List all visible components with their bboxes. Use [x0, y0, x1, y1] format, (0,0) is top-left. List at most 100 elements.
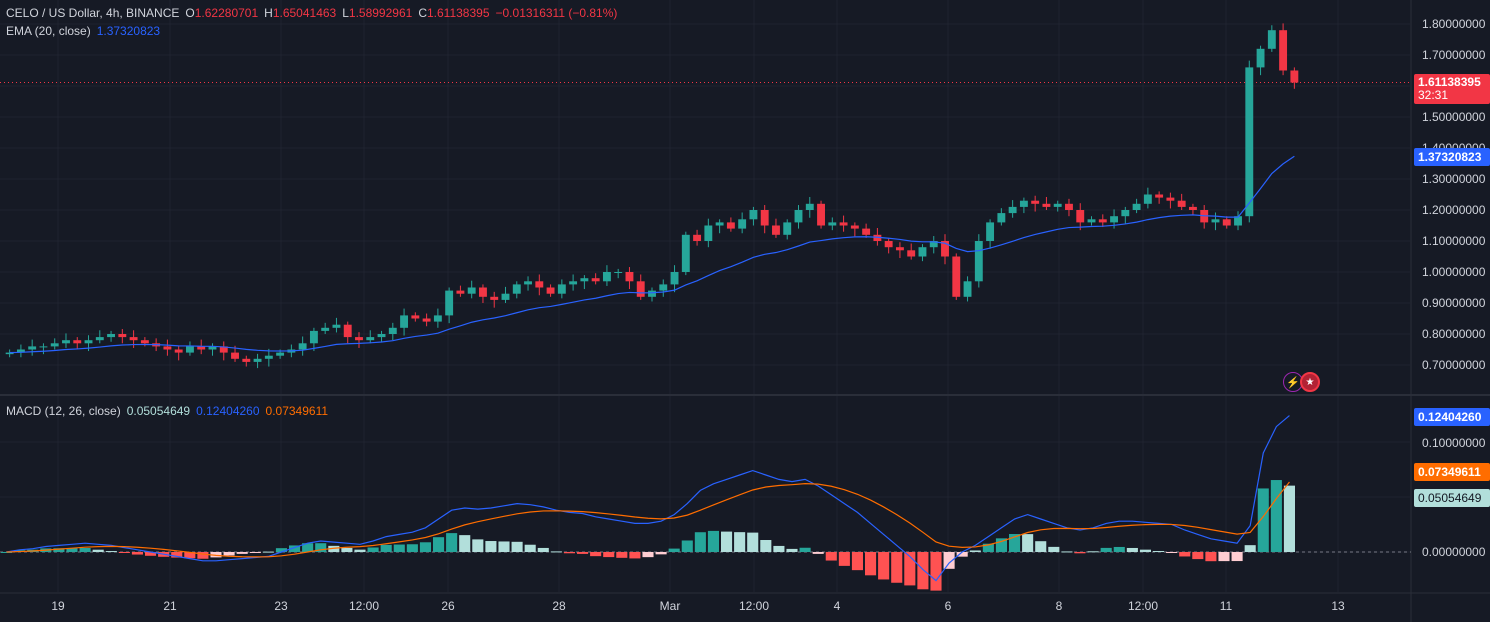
candle-body — [580, 278, 589, 282]
macd-histogram-bar — [590, 552, 602, 557]
candle-body — [929, 241, 938, 248]
candle-body — [208, 346, 217, 350]
macd-histogram-bar — [930, 552, 942, 591]
candle-body — [16, 349, 25, 353]
candle-body — [1019, 200, 1028, 207]
price-tick: 1.30000000 — [1422, 172, 1486, 186]
time-tick: 12:00 — [738, 599, 770, 613]
price-legend: CELO / US Dollar, 4h, BINANCE O1.6228070… — [6, 6, 617, 20]
candle-body — [636, 281, 645, 297]
candle-body — [873, 234, 882, 241]
candle-body — [850, 225, 859, 229]
candle-body — [355, 337, 363, 341]
price-tick: 0.80000000 — [1422, 327, 1486, 341]
candle-body — [749, 210, 758, 220]
macd-histogram-bar — [511, 541, 523, 552]
candle-body — [1245, 67, 1254, 217]
macd-histogram-bar — [1205, 552, 1217, 562]
macd-histogram-bar — [328, 545, 340, 552]
macd-histogram-bar — [184, 552, 196, 559]
candle-body — [726, 222, 735, 229]
candle-body — [422, 318, 431, 322]
low-value: 1.58992961 — [348, 6, 413, 20]
candle-body — [186, 346, 194, 353]
candle-body — [163, 346, 172, 350]
candle-body — [366, 337, 375, 341]
candle-body — [1234, 216, 1242, 226]
macd-histogram-bar — [969, 550, 981, 552]
candle-body — [118, 334, 127, 338]
macd-histogram-bar — [406, 544, 418, 552]
macd-histogram-bar — [433, 537, 445, 552]
ema-line — [9, 155, 1295, 354]
macd-histogram-bar — [1, 552, 13, 553]
ema-value: 1.37320823 — [96, 24, 161, 38]
us-flag-icon[interactable]: ★ — [1300, 372, 1320, 392]
macd-signal-value: 0.07349611 — [265, 404, 329, 418]
candle-body — [1031, 200, 1040, 204]
macd-histogram-bar — [1048, 546, 1060, 552]
hist-badge: 0.05054649 — [1414, 489, 1490, 507]
candle-body — [1166, 197, 1175, 201]
macd-histogram-bar — [92, 549, 104, 552]
macd-histogram-bar — [891, 552, 903, 583]
time-tick: Mar — [659, 599, 681, 613]
candle-body — [343, 324, 352, 338]
candle-body — [377, 334, 386, 338]
ema-legend[interactable]: EMA (20, close) 1.37320823 — [6, 24, 160, 38]
candle-body — [39, 346, 48, 348]
macd-histogram-bar — [707, 530, 719, 552]
macd-histogram-bar — [302, 543, 314, 552]
macd-histogram-bar — [1100, 547, 1112, 552]
time-tick: 21 — [163, 599, 177, 613]
candle-body — [760, 210, 769, 226]
candle-body — [986, 222, 995, 241]
candle-body — [467, 287, 476, 294]
candle-body — [501, 293, 510, 300]
ema-label: EMA (20, close) — [6, 24, 91, 38]
macd-histogram-bar — [1179, 552, 1191, 557]
macd-histogram-bar — [262, 551, 274, 553]
symbol-label[interactable]: CELO / US Dollar, 4h, BINANCE — [6, 6, 180, 20]
candle-body — [794, 210, 803, 223]
candle-body — [298, 343, 307, 350]
candle-body — [28, 346, 37, 350]
macd-histogram-bar — [878, 552, 890, 580]
ema-badge: 1.37320823 — [1414, 148, 1490, 166]
macd-histogram-bar — [812, 552, 824, 554]
candle-body — [197, 346, 206, 350]
macd-histogram-bar — [1257, 488, 1269, 552]
candle-body — [1267, 30, 1276, 49]
candle-body — [73, 340, 82, 344]
candle-body — [1121, 210, 1130, 217]
macd-legend[interactable]: MACD (12, 26, close) 0.05054649 0.124042… — [6, 404, 328, 418]
macd-histogram-bar — [171, 552, 183, 558]
candle-body — [1256, 48, 1265, 68]
candle-body — [1188, 206, 1197, 210]
close-value: 1.61138395 — [426, 6, 490, 20]
macd-histogram-bar — [943, 552, 955, 569]
candle-body — [839, 222, 848, 226]
candle-body — [681, 234, 690, 272]
macd-histogram-bar — [1218, 552, 1230, 562]
macd-histogram-bar — [367, 547, 379, 552]
macd-histogram-bar — [537, 547, 549, 552]
price-tick: 1.50000000 — [1422, 110, 1486, 124]
macd-histogram-bar — [917, 552, 929, 590]
time-tick: 28 — [552, 599, 566, 613]
macd-histogram-bar — [472, 539, 484, 552]
macd-histogram-bar — [865, 552, 877, 576]
macd-histogram-bar — [734, 532, 746, 552]
macd-histogram-bar — [1283, 485, 1295, 552]
macd-histogram-bar — [1126, 547, 1138, 552]
candle-body — [1076, 210, 1085, 223]
macd-histogram-bar — [694, 532, 706, 552]
candle-body — [557, 284, 566, 294]
macd-histogram-bar — [1231, 552, 1243, 562]
macd-histogram-bar — [616, 552, 628, 558]
last-price-badge: 1.61138395 32:31 — [1414, 74, 1490, 104]
macd-histogram-bar — [681, 540, 693, 552]
candle-body — [1211, 219, 1220, 223]
macd-tick: 0.00000000 — [1422, 545, 1486, 559]
